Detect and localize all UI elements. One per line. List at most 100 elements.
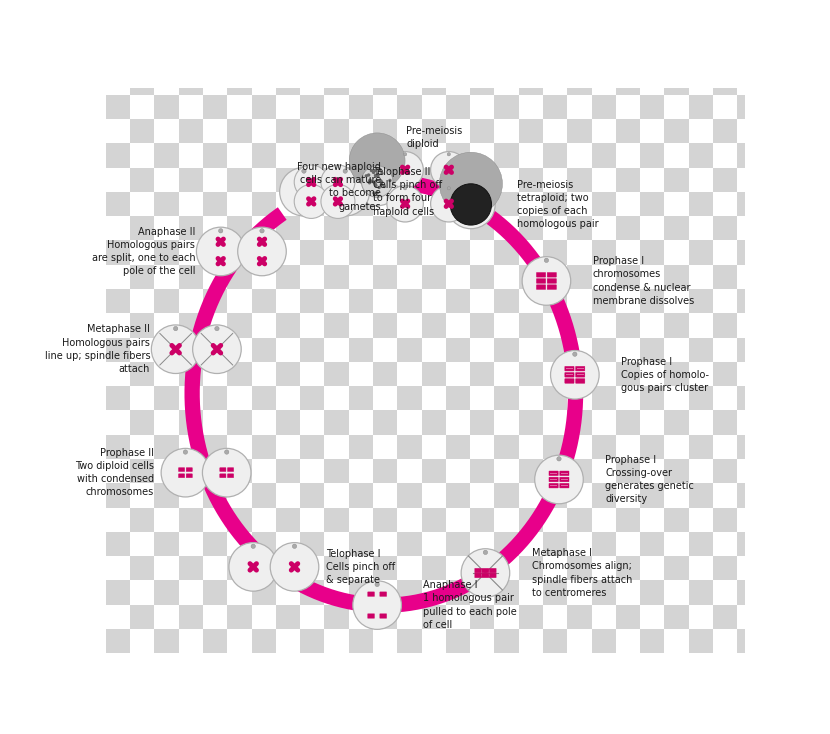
Bar	[276, 629, 300, 653]
Bar	[398, 581, 422, 605]
Bar	[689, 70, 713, 95]
Bar	[373, 216, 398, 241]
Bar	[640, 313, 664, 338]
Bar	[422, 556, 446, 581]
Text: Telophase I
Cells pinch off
& separate: Telophase I Cells pinch off & separate	[326, 549, 395, 585]
Bar	[446, 46, 470, 70]
Bar	[227, 216, 251, 241]
Bar	[616, 410, 640, 435]
Bar	[325, 459, 349, 483]
Bar	[664, 119, 689, 143]
Bar	[592, 313, 616, 338]
Bar	[495, 241, 519, 265]
Circle shape	[294, 184, 328, 219]
Bar	[592, 459, 616, 483]
Bar	[373, 435, 398, 459]
Bar	[616, 289, 640, 313]
Bar	[276, 507, 300, 532]
Bar	[495, 216, 519, 241]
Bar	[398, 192, 422, 216]
Bar	[251, 143, 276, 167]
Bar	[762, 410, 786, 435]
Bar	[251, 507, 276, 532]
Bar	[251, 241, 276, 265]
Bar	[349, 143, 373, 167]
Bar	[592, 216, 616, 241]
Bar	[154, 119, 178, 143]
Bar	[592, 507, 616, 532]
Bar	[203, 192, 227, 216]
Bar	[713, 338, 737, 362]
Bar	[762, 507, 786, 532]
Bar	[470, 410, 495, 435]
Bar	[640, 435, 664, 459]
Bar	[567, 192, 592, 216]
Bar	[737, 95, 762, 119]
Bar	[470, 581, 495, 605]
Bar	[713, 265, 737, 289]
Bar	[495, 70, 519, 95]
Bar	[154, 313, 178, 338]
Bar	[519, 605, 543, 629]
FancyBboxPatch shape	[489, 573, 496, 578]
FancyBboxPatch shape	[565, 372, 574, 377]
Bar	[713, 483, 737, 507]
Bar	[251, 605, 276, 629]
Bar	[276, 556, 300, 581]
Bar	[567, 119, 592, 143]
FancyBboxPatch shape	[559, 477, 569, 482]
Bar	[519, 46, 543, 70]
Bar	[737, 581, 762, 605]
Bar	[543, 119, 567, 143]
Bar	[737, 386, 762, 410]
Bar	[300, 605, 325, 629]
Bar	[325, 556, 349, 581]
Bar	[325, 289, 349, 313]
Bar	[422, 95, 446, 119]
Bar	[227, 70, 251, 95]
Bar	[446, 119, 470, 143]
Circle shape	[197, 228, 245, 276]
Bar	[519, 507, 543, 532]
Bar	[300, 338, 325, 362]
Bar	[689, 46, 713, 70]
Bar	[300, 435, 325, 459]
Bar	[616, 605, 640, 629]
Bar	[130, 95, 154, 119]
Bar	[567, 459, 592, 483]
Bar	[664, 556, 689, 581]
Bar	[106, 338, 130, 362]
Bar	[203, 265, 227, 289]
Bar	[227, 459, 251, 483]
Bar	[519, 362, 543, 386]
Bar	[154, 362, 178, 386]
Circle shape	[368, 181, 371, 184]
Bar	[203, 483, 227, 507]
Bar	[154, 386, 178, 410]
Bar	[713, 167, 737, 192]
Bar	[325, 167, 349, 192]
Bar	[446, 216, 470, 241]
Bar	[106, 362, 130, 386]
Bar	[543, 241, 567, 265]
Bar	[616, 362, 640, 386]
FancyBboxPatch shape	[536, 272, 545, 277]
Bar	[713, 410, 737, 435]
Bar	[446, 95, 470, 119]
Bar	[567, 386, 592, 410]
Circle shape	[193, 325, 242, 374]
FancyBboxPatch shape	[475, 573, 481, 578]
Bar	[398, 119, 422, 143]
Bar	[664, 362, 689, 386]
Bar	[689, 362, 713, 386]
Bar	[446, 241, 470, 265]
Bar	[519, 241, 543, 265]
Bar	[422, 167, 446, 192]
Bar	[664, 605, 689, 629]
Bar	[567, 143, 592, 167]
Bar	[737, 435, 762, 459]
Bar	[106, 556, 130, 581]
Bar	[349, 629, 373, 653]
Bar	[567, 167, 592, 192]
Bar	[543, 362, 567, 386]
